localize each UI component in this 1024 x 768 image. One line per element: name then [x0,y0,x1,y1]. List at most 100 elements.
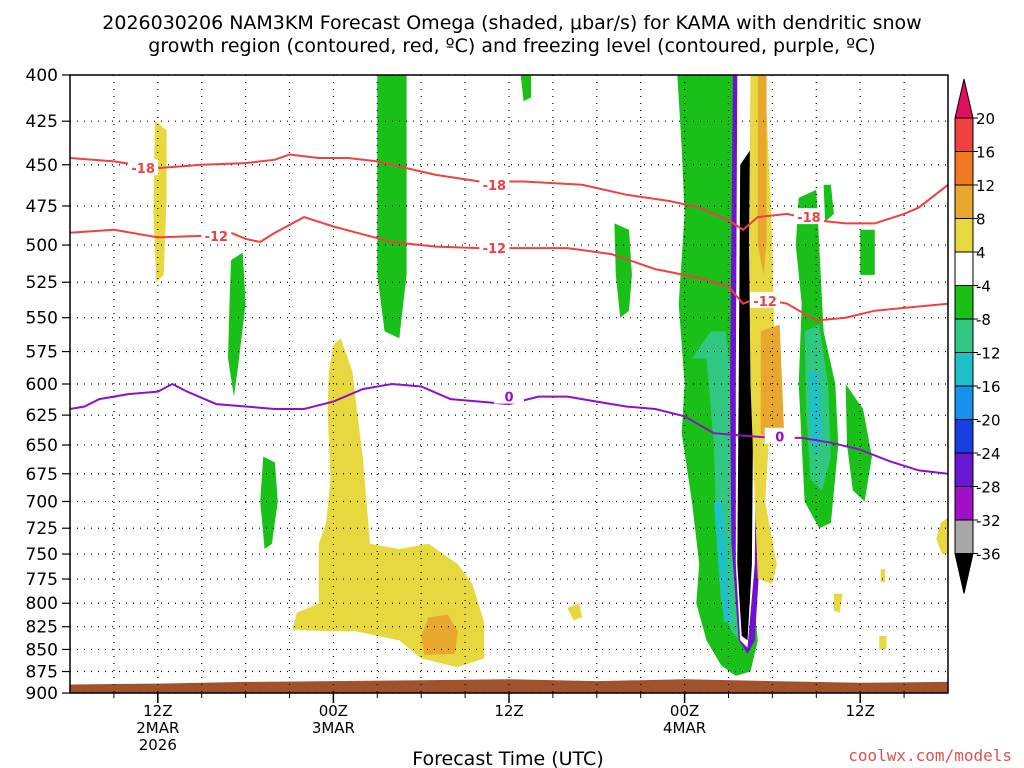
contour-label-bg [750,291,781,308]
colorbar-label: 8 [976,211,986,229]
x-tick-label: 3MAR [312,719,355,737]
chart-title-line1: 2026030206 NAM3KM Forecast Omega (shaded… [102,12,921,34]
omega-shade-24 [880,569,886,582]
y-tick-label: 850 [26,640,58,660]
colorbar-label: 12 [976,177,995,195]
x-tick-label: 2026 [139,736,177,754]
y-tick-label: 425 [26,112,58,132]
y-axis: 400 425 450 475 500 525 550 575 600 625 650 675 700 7… [26,66,70,704]
colorbar-label: -16 [976,378,1001,396]
x-tick-label: 12Z [846,702,875,720]
omega-shade-20 [936,517,948,555]
y-tick-label: 750 [26,545,58,565]
contour-label: -18 [131,162,155,177]
x-tick-label: 2MAR [136,719,179,737]
omega-shade-27 [421,614,458,655]
omega-shade-19 [749,75,777,584]
y-tick-label: 450 [26,156,58,176]
credit-text: coolwx.com/models [848,746,1012,765]
omega-shade-1 [520,75,531,102]
colorbar-label: -20 [976,412,1001,430]
omega-shade-23 [879,635,887,650]
omega-shade-22 [833,593,843,613]
y-tick-label: 825 [26,618,58,638]
colorbar-segment [954,251,974,286]
contour-label-bg [479,175,510,192]
omega-shade-25 [757,75,767,275]
omega-shade-21 [567,603,583,621]
omega-shade-3 [614,223,632,318]
y-tick-label: 700 [26,492,58,512]
y-tick-label: 625 [26,406,58,426]
y-tick-label: 775 [26,570,58,590]
contour-label: -12 [205,230,229,245]
colorbar-segment [954,218,974,253]
colorbar-segment [954,318,974,353]
shaded-regions [70,75,948,693]
omega-shade-17 [153,121,167,283]
x-axis-label: Forecast Time (UTC) [412,748,603,768]
plot-area: -18 -18 -18 -12 -12 -12 0 0 [69,74,949,694]
contour-label-bg [764,427,795,444]
x-tick-label: 00Z [670,702,699,720]
colorbar-segment [954,452,974,487]
colorbar-label: -32 [976,512,1001,530]
omega-shade-13 [713,501,732,623]
contour-label-bg [494,387,524,404]
contour-label-bg [793,208,824,225]
omega-shade-12 [809,371,823,457]
contour-label: -18 [797,211,821,226]
contour-label-bg [479,239,510,256]
surface-terrain [70,679,948,693]
contour-label: -18 [483,179,507,194]
omega-shade-0 [377,75,407,339]
omega-shade-26 [760,324,785,445]
colorbar-label: -8 [976,311,991,329]
x-tick-label: 12Z [143,702,172,720]
omega-shade-4 [228,252,246,397]
y-tick-label: 550 [26,309,58,329]
colorbar-label: -36 [976,546,1001,564]
omega-shade-9 [823,184,834,222]
y-tick-label: 600 [26,375,58,395]
y-tick-label: 500 [26,236,58,256]
colorbar-cap-top [954,78,974,119]
colorbar-label: -12 [976,345,1001,363]
colorbar-segment [954,117,974,152]
colorbar-label: 20 [976,110,995,128]
contour-label: 0 [775,431,784,446]
colorbar-cap-bottom [954,553,974,594]
y-tick-label: 875 [26,663,58,683]
y-tick-label: 475 [26,197,58,217]
contours: -18 -18 -18 -12 -12 -12 0 0 [70,153,948,475]
contour-label: -12 [753,295,777,310]
omega-shade-18 [292,338,485,668]
colorbar-segment [954,151,974,186]
omega-shade-8 [860,229,875,275]
y-tick-label: 575 [26,343,58,363]
x-tick-label: 00Z [319,702,348,720]
omega-shade-7 [845,384,872,502]
omega-shade-5 [260,456,278,549]
colorbar-segment [954,285,974,320]
colorbar-segment [954,519,974,554]
contour-label-bg [128,159,159,176]
contour-line [70,153,948,231]
colorbar-segment [954,352,974,387]
colorbar-label: 16 [976,144,995,162]
y-tick-label: 525 [26,273,58,293]
colorbar-segment [954,486,974,521]
colorbar-segment [954,385,974,420]
x-tick-label: 4MAR [663,719,706,737]
colorbar-label: 4 [976,244,986,262]
grid [70,74,948,694]
colorbar-segment [954,184,974,219]
y-tick-label: 650 [26,436,58,456]
colorbar-label: -24 [976,445,1001,463]
y-tick-label: 900 [26,684,58,704]
y-tick-label: 400 [26,66,58,86]
contour-label: 0 [504,391,513,406]
chart-title-line2: growth region (contoured, red, ºC) and f… [148,35,875,57]
colorbar-label: -28 [976,479,1001,497]
